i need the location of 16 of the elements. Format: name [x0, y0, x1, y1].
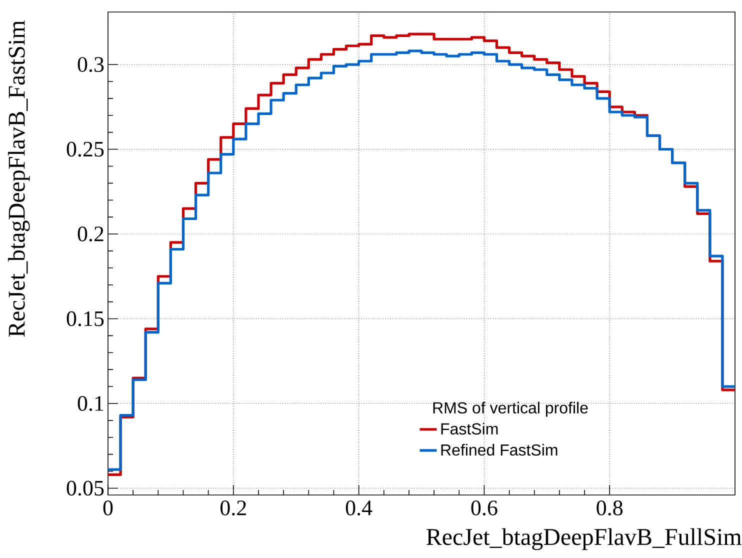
x-tick-label: 0: [103, 500, 113, 516]
y-axis-title: RecJet_btagDeepFlavB_FastSim: [8, 20, 30, 337]
x-tick-label: 0.2: [220, 500, 246, 516]
y-tick-label: 0.1: [78, 396, 104, 411]
x-tick-label: 0.4: [346, 500, 372, 516]
y-tick-label: 0.2: [78, 226, 104, 242]
y-tick-label: 0.25: [66, 142, 104, 157]
x-tick-label: 0.8: [596, 500, 623, 516]
y-tick-label: 0.3: [78, 57, 104, 72]
x-axis-title: RecJet_btagDeepFlavB_FullSim: [426, 528, 742, 550]
y-tick-label: 0.05: [66, 480, 104, 496]
legend-label: Refined FastSim: [441, 444, 558, 456]
legend-title: RMS of vertical profile: [433, 402, 588, 417]
legend-label: FastSim: [441, 422, 498, 435]
y-tick-label: 0.15: [66, 311, 104, 326]
x-tick-label: 0.6: [471, 500, 498, 516]
